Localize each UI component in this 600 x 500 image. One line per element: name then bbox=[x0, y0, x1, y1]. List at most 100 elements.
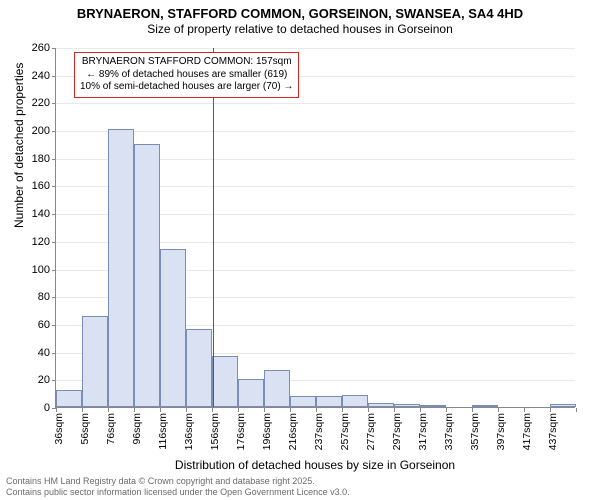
y-tick-mark bbox=[52, 297, 56, 298]
x-tick-mark bbox=[238, 408, 239, 412]
y-tick-label: 140 bbox=[10, 208, 50, 220]
x-tick-label: 96sqm bbox=[131, 413, 143, 445]
x-tick-mark bbox=[550, 408, 551, 412]
histogram-bar bbox=[82, 316, 108, 407]
y-tick-mark bbox=[52, 270, 56, 271]
footer-line-2: Contains public sector information licen… bbox=[6, 487, 350, 498]
histogram-bar bbox=[394, 404, 420, 407]
x-tick-label: 36sqm bbox=[53, 413, 65, 445]
annotation-line: BRYNAERON STAFFORD COMMON: 157sqm bbox=[80, 56, 293, 69]
x-tick-label: 216sqm bbox=[287, 413, 299, 450]
y-tick-mark bbox=[52, 48, 56, 49]
x-tick-label: 116sqm bbox=[157, 413, 169, 450]
y-tick-label: 20 bbox=[10, 374, 50, 386]
grid-line bbox=[56, 103, 575, 104]
x-tick-mark bbox=[316, 408, 317, 412]
y-tick-label: 100 bbox=[10, 264, 50, 276]
y-tick-label: 80 bbox=[10, 291, 50, 303]
histogram-bar bbox=[160, 249, 186, 407]
y-axis-title: Number of detached properties bbox=[12, 63, 26, 228]
y-tick-mark bbox=[52, 380, 56, 381]
y-tick-label: 60 bbox=[10, 319, 50, 331]
x-tick-mark bbox=[108, 408, 109, 412]
annotation-line: 10% of semi-detached houses are larger (… bbox=[80, 81, 293, 94]
y-tick-label: 160 bbox=[10, 180, 50, 192]
x-tick-mark bbox=[160, 408, 161, 412]
y-tick-label: 0 bbox=[10, 402, 50, 414]
histogram-bar bbox=[264, 370, 290, 407]
x-tick-mark bbox=[472, 408, 473, 412]
x-tick-mark bbox=[524, 408, 525, 412]
x-tick-label: 317sqm bbox=[417, 413, 429, 450]
histogram-bar bbox=[108, 129, 134, 407]
x-tick-mark bbox=[134, 408, 135, 412]
y-tick-mark bbox=[52, 103, 56, 104]
y-tick-mark bbox=[52, 159, 56, 160]
histogram-bar bbox=[368, 403, 394, 407]
y-tick-mark bbox=[52, 214, 56, 215]
x-tick-label: 76sqm bbox=[105, 413, 117, 445]
x-tick-mark bbox=[446, 408, 447, 412]
y-tick-label: 200 bbox=[10, 125, 50, 137]
x-tick-label: 176sqm bbox=[235, 413, 247, 450]
histogram-bar bbox=[134, 144, 160, 407]
x-tick-mark bbox=[576, 408, 577, 412]
chart-area: 02040608010012014016018020022024026036sq… bbox=[55, 48, 575, 408]
histogram-bar bbox=[212, 356, 238, 407]
y-tick-label: 220 bbox=[10, 97, 50, 109]
histogram-bar bbox=[420, 405, 446, 407]
x-tick-label: 56sqm bbox=[79, 413, 91, 445]
x-tick-label: 357sqm bbox=[469, 413, 481, 450]
y-tick-mark bbox=[52, 325, 56, 326]
chart-footer: Contains HM Land Registry data © Crown c… bbox=[6, 476, 350, 498]
x-tick-label: 297sqm bbox=[391, 413, 403, 450]
x-tick-mark bbox=[212, 408, 213, 412]
x-tick-label: 156sqm bbox=[209, 413, 221, 450]
x-tick-label: 417sqm bbox=[521, 413, 533, 450]
x-tick-mark bbox=[368, 408, 369, 412]
y-tick-mark bbox=[52, 242, 56, 243]
x-tick-label: 437sqm bbox=[547, 413, 559, 450]
histogram-bar bbox=[316, 396, 342, 407]
footer-line-1: Contains HM Land Registry data © Crown c… bbox=[6, 476, 350, 487]
x-tick-mark bbox=[56, 408, 57, 412]
annotation-box: BRYNAERON STAFFORD COMMON: 157sqm← 89% o… bbox=[74, 52, 299, 98]
y-tick-label: 240 bbox=[10, 70, 50, 82]
histogram-bar bbox=[342, 395, 368, 407]
x-tick-mark bbox=[420, 408, 421, 412]
chart-title-sub: Size of property relative to detached ho… bbox=[0, 22, 600, 36]
x-axis-title: Distribution of detached houses by size … bbox=[55, 458, 575, 472]
y-tick-mark bbox=[52, 186, 56, 187]
histogram-bar bbox=[472, 405, 498, 407]
y-tick-mark bbox=[52, 131, 56, 132]
chart-title-main: BRYNAERON, STAFFORD COMMON, GORSEINON, S… bbox=[0, 6, 600, 21]
y-tick-mark bbox=[52, 76, 56, 77]
y-tick-label: 120 bbox=[10, 236, 50, 248]
x-tick-label: 237sqm bbox=[313, 413, 325, 450]
x-tick-mark bbox=[342, 408, 343, 412]
reference-line bbox=[213, 48, 214, 407]
y-tick-label: 180 bbox=[10, 153, 50, 165]
x-tick-mark bbox=[82, 408, 83, 412]
y-tick-label: 40 bbox=[10, 347, 50, 359]
x-tick-mark bbox=[186, 408, 187, 412]
histogram-bar bbox=[238, 379, 264, 407]
grid-line bbox=[56, 48, 575, 49]
histogram-bar bbox=[56, 390, 82, 407]
histogram-bar bbox=[186, 329, 212, 407]
x-tick-label: 196sqm bbox=[261, 413, 273, 450]
x-tick-mark bbox=[264, 408, 265, 412]
plot-region: 02040608010012014016018020022024026036sq… bbox=[55, 48, 575, 408]
annotation-line: ← 89% of detached houses are smaller (61… bbox=[80, 69, 293, 82]
x-tick-label: 136sqm bbox=[183, 413, 195, 450]
x-tick-mark bbox=[290, 408, 291, 412]
x-tick-label: 397sqm bbox=[495, 413, 507, 450]
y-tick-label: 260 bbox=[10, 42, 50, 54]
x-tick-label: 257sqm bbox=[339, 413, 351, 450]
x-tick-label: 337sqm bbox=[443, 413, 455, 450]
x-tick-mark bbox=[498, 408, 499, 412]
chart-title-block: BRYNAERON, STAFFORD COMMON, GORSEINON, S… bbox=[0, 0, 600, 36]
x-tick-label: 277sqm bbox=[365, 413, 377, 450]
x-tick-mark bbox=[394, 408, 395, 412]
histogram-bar bbox=[290, 396, 316, 407]
